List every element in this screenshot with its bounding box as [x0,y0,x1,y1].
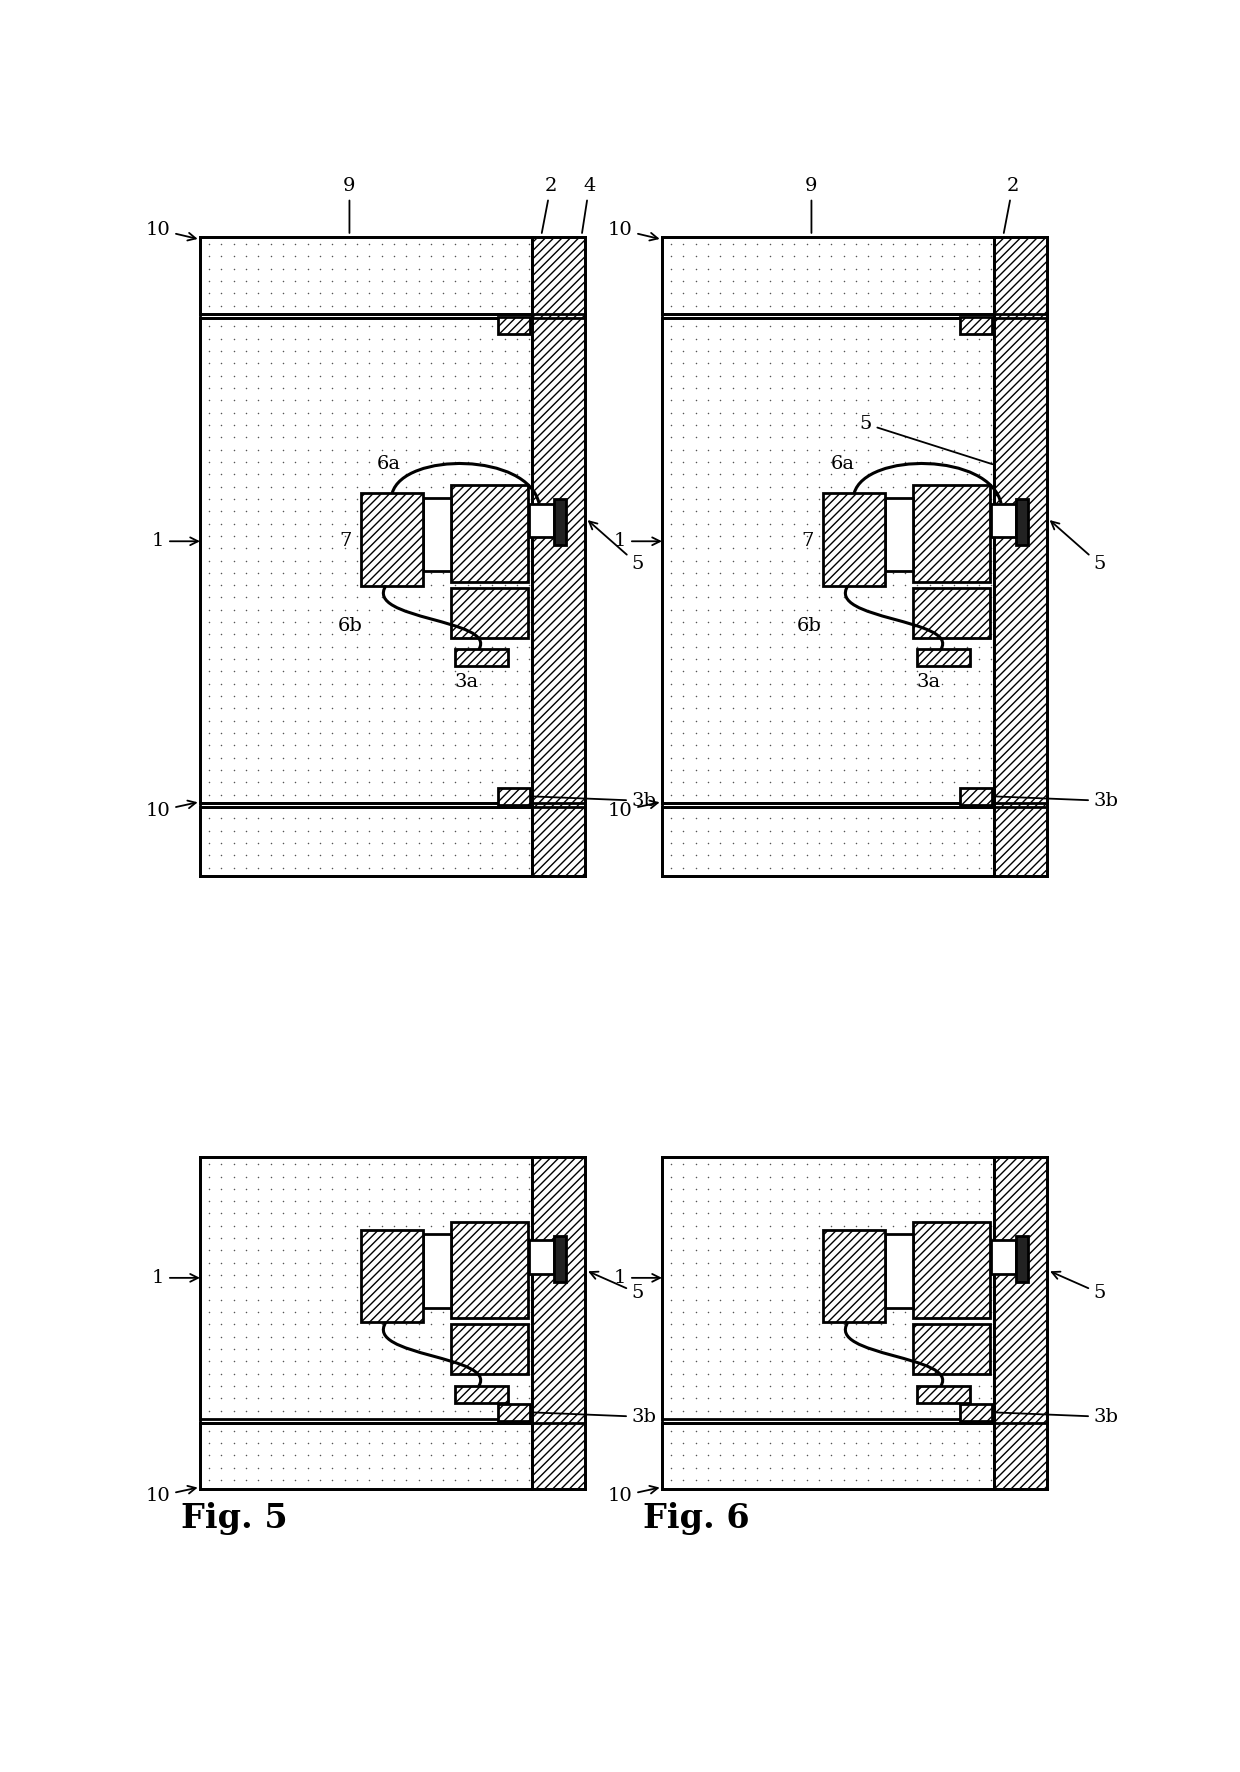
Bar [960,1403,992,1421]
Text: 5a: 5a [402,539,425,556]
Bar [960,317,992,333]
Text: 3a: 3a [916,673,940,691]
Text: 8: 8 [466,615,479,633]
Text: 10: 10 [146,220,196,241]
Bar [993,1157,1048,1488]
Bar [960,789,992,804]
Bar [916,1386,971,1403]
Bar [1016,1235,1028,1281]
Bar [529,503,554,537]
Bar [662,806,993,877]
Text: 5: 5 [859,415,992,464]
Text: 1: 1 [614,1269,660,1286]
Bar [529,1240,554,1274]
Bar [423,1235,450,1308]
Bar [532,1157,585,1488]
Bar [497,789,529,804]
Bar [455,1386,508,1403]
Bar [497,317,529,333]
Bar [450,1223,528,1318]
Bar [201,806,532,877]
Text: 5: 5 [1052,1272,1106,1302]
Text: 6b: 6b [337,617,362,634]
Text: 3b: 3b [994,1409,1118,1426]
Bar [554,1235,567,1281]
Bar [662,237,993,314]
Bar [455,650,508,666]
Bar [993,237,1048,877]
Bar [885,1235,913,1308]
Bar [913,1324,990,1375]
Text: 3b: 3b [533,1409,657,1426]
Bar [916,650,971,666]
Text: 7: 7 [340,532,352,551]
Bar [450,588,528,638]
Bar [913,486,990,581]
Text: 9: 9 [343,177,356,232]
Text: 5a: 5a [869,1276,893,1294]
Bar [1016,500,1028,546]
Text: 10: 10 [146,1487,196,1504]
Bar [497,1403,529,1421]
Text: 9: 9 [805,177,817,232]
Text: 2: 2 [1003,177,1019,232]
Text: 7: 7 [802,532,815,551]
Text: 6a: 6a [831,455,854,473]
Bar [991,503,1016,537]
Text: 1: 1 [614,532,660,551]
Text: 5: 5 [590,1272,644,1302]
Text: 5b: 5b [481,505,506,523]
Text: 1: 1 [153,532,198,551]
Bar [554,500,567,546]
Bar [662,1423,993,1488]
Bar [991,1240,1016,1274]
Bar [823,493,885,585]
Text: 8: 8 [928,615,940,633]
Text: 10: 10 [608,801,657,820]
Bar [201,1157,532,1419]
Text: 10: 10 [608,220,657,241]
Bar [201,237,532,314]
Text: Fig. 5: Fig. 5 [181,1501,288,1535]
Bar [662,1157,993,1419]
Bar [423,498,450,571]
Bar [885,498,913,571]
Text: 5b: 5b [481,1242,506,1260]
Text: 5: 5 [589,521,644,574]
Text: 3b: 3b [533,792,657,810]
Text: 5b: 5b [942,505,967,523]
Text: 10: 10 [608,1487,657,1504]
Bar [532,237,585,877]
Bar [662,319,993,803]
Bar [361,1230,423,1322]
Bar [361,493,423,585]
Bar [823,1230,885,1322]
Text: 5a: 5a [407,1276,432,1294]
Bar [450,486,528,581]
Bar [450,1324,528,1375]
Text: 5: 5 [1052,521,1106,574]
Text: 3a: 3a [454,673,479,691]
Text: 6a: 6a [376,455,401,473]
Bar [201,319,532,803]
Text: 10: 10 [146,801,196,820]
Text: 6b: 6b [797,617,822,634]
Text: 1: 1 [153,1269,198,1286]
Text: 2: 2 [542,177,557,232]
Text: Fig. 6: Fig. 6 [644,1501,750,1535]
Bar [201,1423,532,1488]
Text: 5a: 5a [864,539,888,556]
Text: 3b: 3b [994,792,1118,810]
Bar [913,588,990,638]
Bar [913,1223,990,1318]
Text: 5b: 5b [942,1242,967,1260]
Text: 4: 4 [582,177,595,232]
